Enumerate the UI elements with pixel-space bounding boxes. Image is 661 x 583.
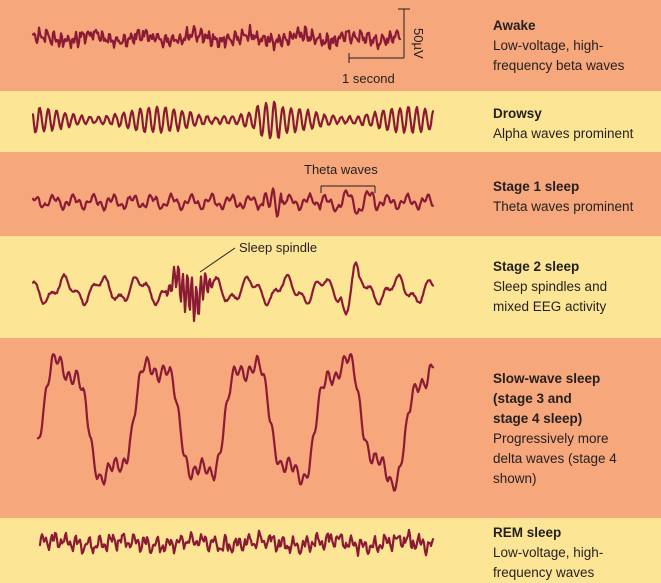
spindle-annotation: Sleep spindle [199, 240, 317, 273]
stage-desc-rem-1: Low-voltage, high- [493, 545, 604, 560]
stage-title-rem: REM sleep [493, 525, 562, 540]
stage-desc-stage2-1: Sleep spindles and [493, 279, 608, 294]
stage-desc-slowwave-1: Progressively more [493, 431, 609, 446]
stage-desc-slowwave-2: delta waves (stage 4 [493, 451, 617, 466]
stage-desc-stage1-1: Theta waves prominent [493, 199, 634, 214]
stage-title-stage2: Stage 2 sleep [493, 259, 580, 274]
scale-bar: 50µV 1 second [342, 8, 426, 86]
stage-title-stage1: Stage 1 sleep [493, 179, 580, 194]
theta-label: Theta waves [304, 162, 378, 177]
scale-time-label: 1 second [342, 71, 395, 86]
wave-slowwave [36, 353, 435, 492]
wave-stage1 [31, 187, 435, 218]
stage-title-slowwave-2: (stage 3 and [493, 391, 572, 406]
stage-desc-awake-2: frequency beta waves [493, 58, 625, 73]
wave-stage2 [31, 261, 435, 323]
label-awake: Awake Low-voltage, high- frequency beta … [493, 16, 659, 76]
stage-desc-stage2-2: mixed EEG activity [493, 299, 607, 314]
stage-title-slowwave-3: stage 4 sleep) [493, 411, 583, 426]
label-slowwave: Slow-wave sleep (stage 3 and stage 4 sle… [493, 369, 659, 489]
wave-drowsy [31, 100, 435, 140]
stage-title-awake: Awake [493, 18, 536, 33]
band-stage1 [0, 152, 661, 236]
stage-desc-drowsy-1: Alpha waves prominent [493, 126, 634, 141]
stage-desc-slowwave-3: shown) [493, 471, 537, 486]
band-rem [0, 518, 661, 583]
wave-awake [31, 23, 402, 52]
label-stage2: Stage 2 sleep Sleep spindles and mixed E… [493, 257, 659, 317]
scale-voltage-label: 50µV [411, 28, 426, 59]
stage-title-slowwave-1: Slow-wave sleep [493, 371, 601, 386]
band-slowwave [0, 338, 661, 518]
spindle-label: Sleep spindle [239, 240, 317, 255]
spindle-pointer-line [199, 247, 236, 273]
theta-annotation: Theta waves [304, 162, 378, 193]
label-stage1: Stage 1 sleep Theta waves prominent [493, 177, 659, 217]
stage-title-drowsy: Drowsy [493, 106, 542, 121]
label-rem: REM sleep Low-voltage, high- frequency w… [493, 523, 659, 583]
stage-desc-awake-1: Low-voltage, high- [493, 38, 604, 53]
wave-rem [38, 528, 435, 557]
label-drowsy: Drowsy Alpha waves prominent [493, 104, 659, 144]
stage-desc-rem-2: frequency waves [493, 565, 595, 580]
